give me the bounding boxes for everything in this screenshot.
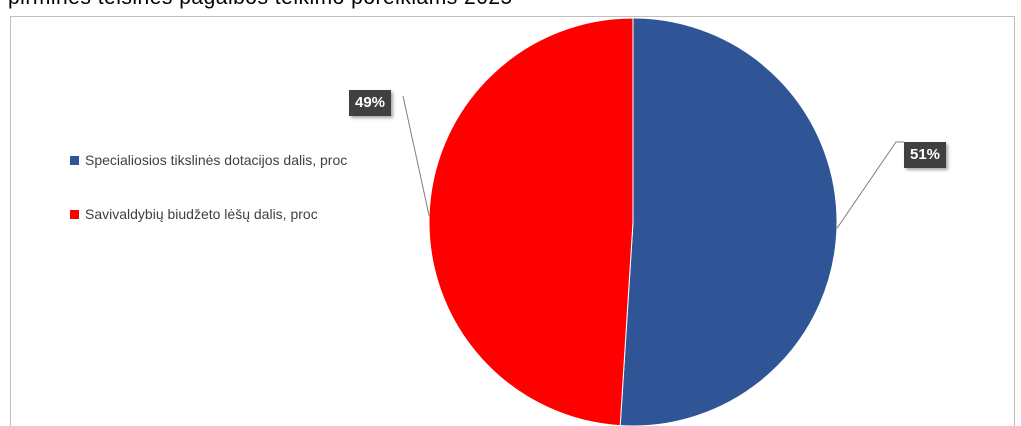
legend-item-savivaldybiu: Savivaldybių biudžeto lėšų dalis, proc [70, 204, 400, 224]
legend-label-specialiosios: Specialiosios tikslinės dotacijos dalis,… [85, 152, 348, 168]
data-label-49: 49% [349, 90, 392, 116]
leader-line-49 [402, 95, 430, 216]
legend-swatch-savivaldybiu [70, 210, 79, 219]
pie-slice-savivaldybiu [428, 17, 634, 426]
chart-title: pirminės teisinės pagalbos teikimo porei… [8, 0, 513, 10]
legend-item-specialiosios: Specialiosios tikslinės dotacijos dalis,… [70, 150, 400, 170]
chart-frame [10, 16, 1015, 426]
data-label-51: 51% [904, 142, 947, 168]
pie-slice-specialiosios [619, 17, 838, 426]
legend-swatch-specialiosios [70, 156, 79, 165]
leader-line-51 [836, 141, 904, 229]
legend-label-savivaldybiu: Savivaldybių biudžeto lėšų dalis, proc [85, 206, 318, 222]
